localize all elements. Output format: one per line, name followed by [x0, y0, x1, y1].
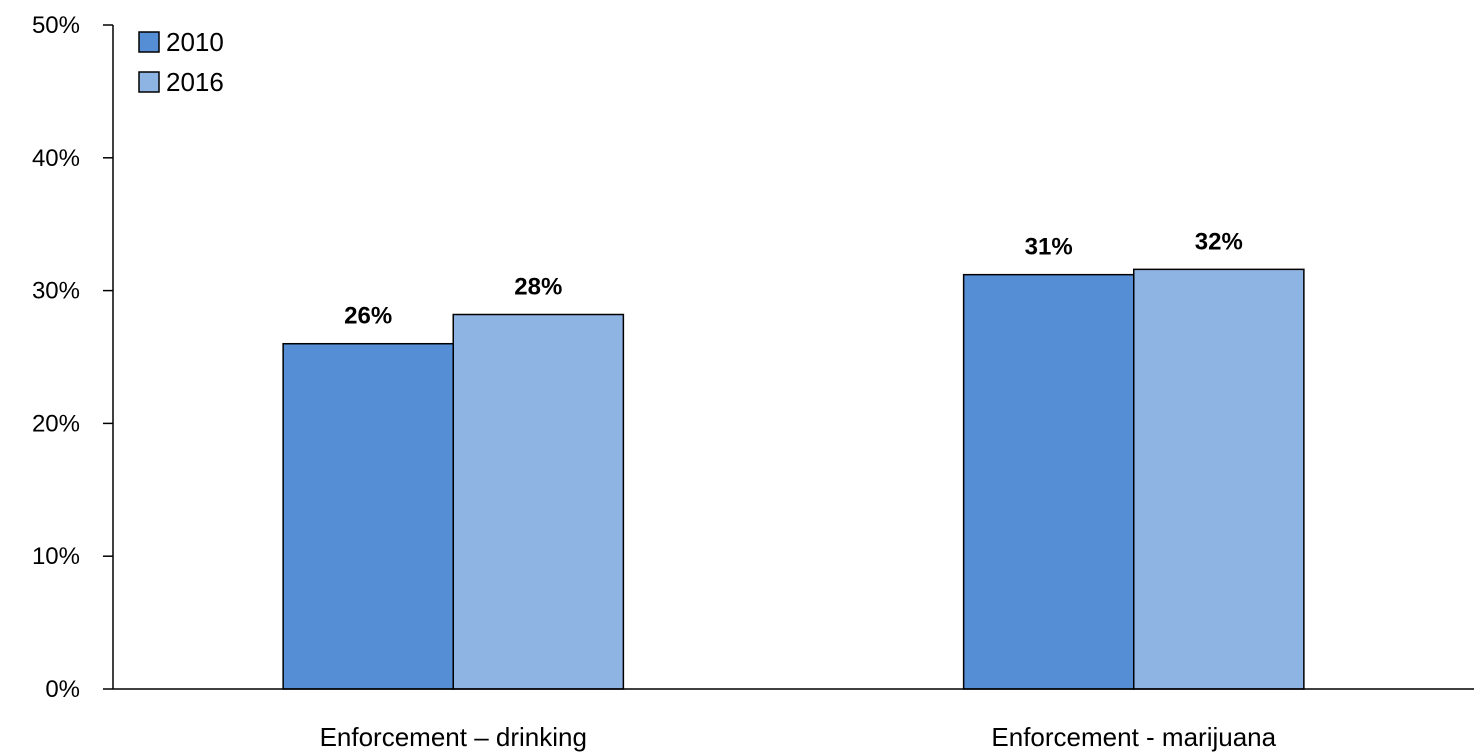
bar-2010-1: [282, 342, 454, 690]
y-tick-label: 20%: [32, 410, 80, 437]
legend-label: 2016: [166, 67, 224, 97]
data-label: 26%: [344, 303, 392, 330]
legend: 2010 2016: [138, 27, 224, 97]
bar-2016-2: [1133, 268, 1305, 690]
data-labels: 26% 28% 31% 32%: [344, 228, 1243, 329]
legend-swatch: [138, 31, 160, 53]
y-tick-label: 40%: [32, 145, 80, 172]
data-label: 31%: [1025, 234, 1073, 261]
x-category-label: Enforcement – drinking: [320, 722, 587, 752]
legend-swatch: [138, 71, 160, 93]
x-category-label: Enforcement - marijuana: [991, 722, 1276, 752]
data-label: 28%: [514, 274, 562, 301]
data-label: 32%: [1195, 228, 1243, 255]
legend-label: 2010: [166, 27, 224, 57]
y-tick-label: 30%: [32, 278, 80, 305]
bar-2016-1: [452, 313, 625, 690]
y-tick-label: 0%: [45, 676, 80, 703]
y-tick-label: 50%: [32, 12, 80, 39]
bars: [282, 268, 1305, 690]
bar-2010-2: [962, 273, 1135, 690]
y-tick-label: 10%: [32, 543, 80, 570]
y-axis: 0% 10% 20% 30% 40% 50%: [32, 12, 114, 703]
x-axis: Enforcement – drinking Enforcement - mari…: [113, 688, 1474, 752]
